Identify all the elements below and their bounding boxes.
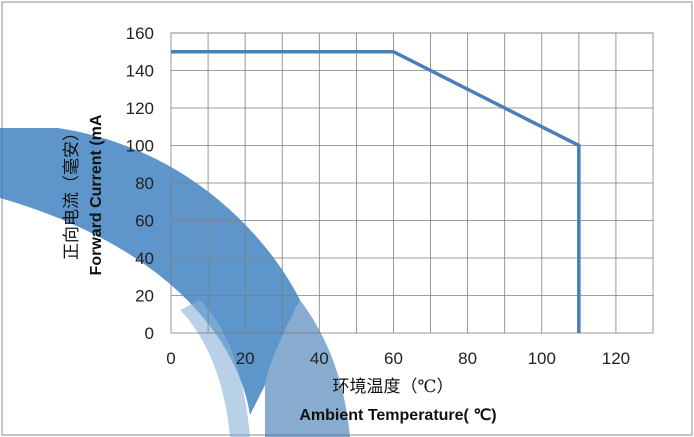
plot-border bbox=[170, 32, 654, 334]
x-tick-label: 40 bbox=[310, 349, 329, 368]
y-tick-label: 100 bbox=[126, 137, 154, 156]
y-tick-label: 120 bbox=[126, 99, 154, 118]
watermark-arc bbox=[0, 128, 300, 415]
x-tick-label: 80 bbox=[458, 349, 477, 368]
series bbox=[171, 50, 581, 333]
x-tick-label: 120 bbox=[602, 349, 630, 368]
watermark-swoosh bbox=[0, 128, 350, 437]
x-tick-label: 100 bbox=[528, 349, 556, 368]
y-tick-label: 80 bbox=[135, 174, 154, 193]
y-axis-label-cn: 正向电流（毫安） bbox=[62, 124, 82, 260]
y-tick-label: 20 bbox=[135, 287, 154, 306]
x-tick-label: 60 bbox=[384, 349, 403, 368]
y-tick-label: 0 bbox=[145, 324, 154, 343]
y-tick-labels: 0 20 40 60 80 100 120 140 160 bbox=[126, 24, 154, 343]
plot-area bbox=[170, 32, 654, 334]
y-tick-label: 160 bbox=[126, 24, 154, 43]
y-tick-label: 60 bbox=[135, 212, 154, 231]
y-tick-label: 40 bbox=[135, 249, 154, 268]
y-tick-label: 140 bbox=[126, 62, 154, 81]
x-tick-label: 0 bbox=[166, 349, 175, 368]
x-axis-label-cn: 环境温度（℃） bbox=[332, 377, 453, 397]
x-tick-labels: 0 20 40 60 80 100 120 bbox=[166, 349, 630, 368]
watermark-arc-dark bbox=[265, 300, 350, 437]
watermark-inner-arc bbox=[180, 300, 250, 437]
x-axis-label-en: Ambient Temperature( ℃) bbox=[299, 407, 496, 424]
x-tick-label: 20 bbox=[236, 349, 255, 368]
y-axis-label-en: Forward Current (mA bbox=[88, 114, 105, 275]
series-line-forward-current bbox=[171, 50, 581, 333]
